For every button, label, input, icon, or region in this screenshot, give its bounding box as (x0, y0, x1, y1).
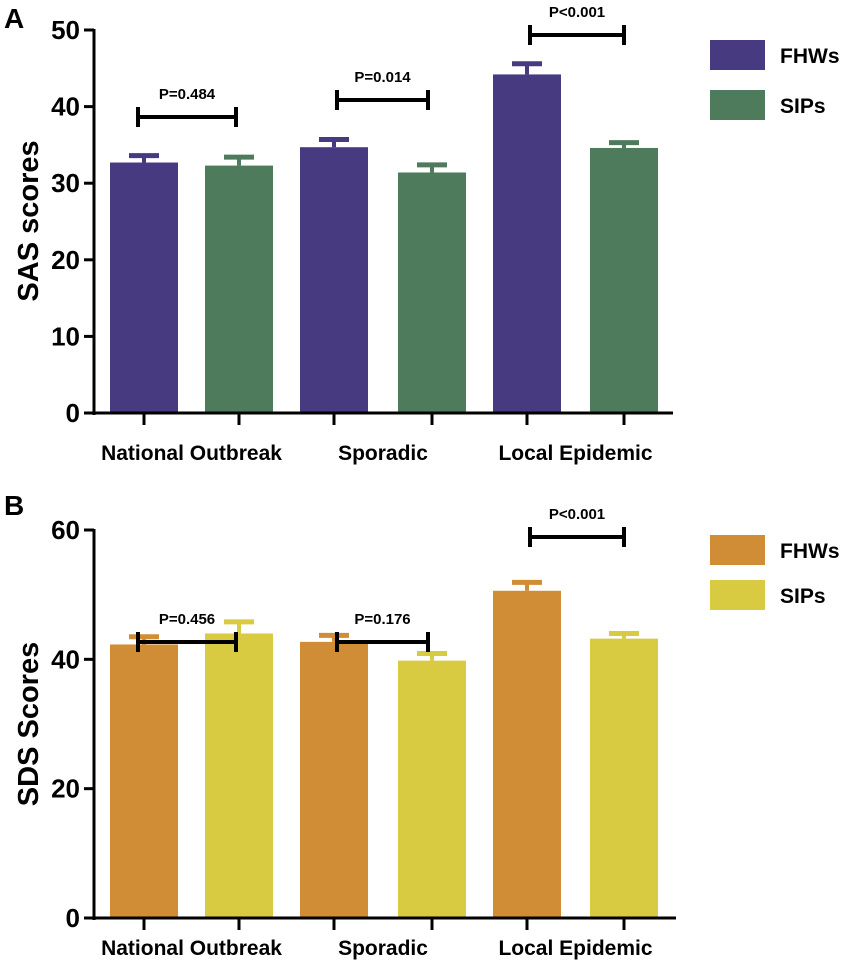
bar-sips-1 (398, 172, 466, 413)
x-tick-label: Local Epidemic (498, 442, 652, 465)
x-tick-label: National Outbreak (101, 442, 282, 465)
bar-sips-0 (205, 633, 273, 918)
y-axis-label: SAS scores (13, 140, 45, 301)
x-tick-label: Sporadic (338, 937, 428, 960)
bar-fhws-0 (110, 644, 178, 918)
bar-fhws-1 (300, 147, 368, 413)
bar-fhws-2 (493, 590, 561, 918)
legend-swatch-fhws (710, 40, 765, 70)
y-tick-label: 50 (51, 15, 80, 45)
p-value-label: P<0.001 (549, 506, 605, 523)
y-axis-label: SDS Scores (13, 642, 45, 806)
x-tick-label: Sporadic (338, 442, 428, 465)
panel-b: B SDS Scores 0 20 40 60 National Outbreak Spora… (4, 490, 840, 960)
legend-label: FHWs (780, 45, 840, 68)
p-value-label: P=0.456 (159, 611, 215, 628)
y-tick-label: 10 (51, 321, 80, 351)
x-tick-label: National Outbreak (101, 937, 282, 960)
legend-swatch-sips (710, 580, 765, 610)
bar-sips-1 (398, 660, 466, 918)
bar-fhws-2 (493, 74, 561, 413)
panel-a: A SAS scores 0 10 20 30 40 50 National Outbreak S… (4, 3, 840, 465)
y-tick-label: 40 (51, 644, 80, 674)
y-tick-label: 0 (66, 903, 80, 933)
bar-fhws-1 (300, 641, 368, 918)
bar-sips-2 (590, 147, 658, 414)
y-tick-label: 20 (51, 245, 80, 275)
panel-label: B (4, 490, 24, 521)
bar-sips-2 (590, 638, 658, 918)
legend-swatch-sips (710, 90, 765, 120)
p-value-label: P=0.176 (354, 611, 410, 628)
y-tick-label: 40 (51, 92, 80, 122)
p-value-label: P=0.484 (159, 86, 216, 103)
legend-label: SIPs (780, 585, 826, 608)
p-value-label: P<0.001 (549, 4, 605, 21)
y-tick-label: 0 (66, 398, 80, 428)
legend-label: SIPs (780, 95, 826, 118)
legend-label: FHWs (780, 540, 840, 563)
legend-swatch-fhws (710, 535, 765, 565)
y-tick-label: 30 (51, 168, 80, 198)
p-value-label: P=0.014 (354, 69, 411, 86)
bar-fhws-0 (110, 162, 178, 413)
y-tick-label: 20 (51, 774, 80, 804)
y-tick-label: 60 (51, 515, 80, 545)
panel-label: A (4, 3, 24, 34)
x-tick-label: Local Epidemic (498, 937, 652, 960)
bar-sips-0 (205, 165, 273, 413)
